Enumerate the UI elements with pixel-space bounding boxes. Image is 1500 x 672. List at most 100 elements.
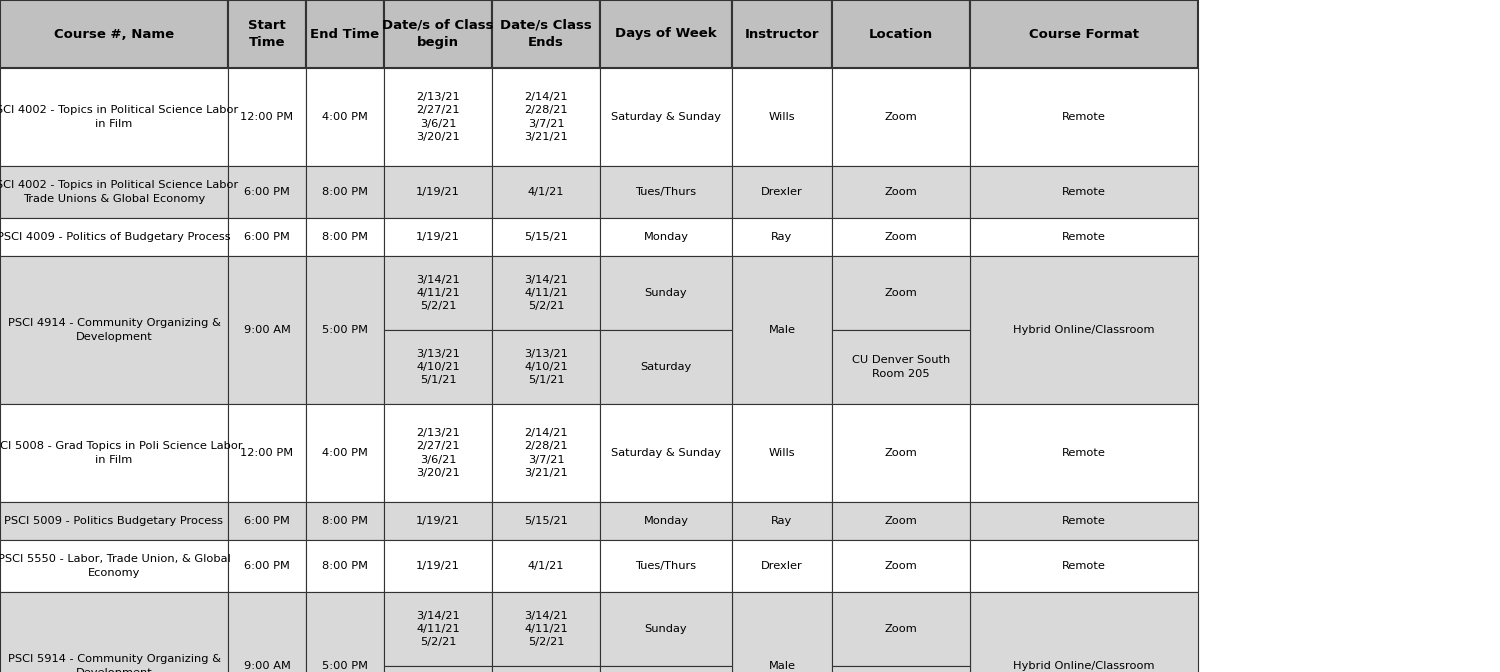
Text: 1/19/21: 1/19/21 <box>416 187 460 197</box>
Bar <box>970 218 1198 256</box>
Bar <box>970 68 1198 166</box>
Bar <box>0 592 228 672</box>
Text: Ray: Ray <box>771 232 792 242</box>
Text: 6:00 PM: 6:00 PM <box>244 187 290 197</box>
Bar <box>384 330 492 404</box>
Bar <box>306 256 384 404</box>
Bar <box>833 0 970 68</box>
Bar <box>833 404 970 502</box>
Text: Monday: Monday <box>644 232 688 242</box>
Text: 4/1/21: 4/1/21 <box>528 187 564 197</box>
Bar <box>600 540 732 592</box>
Bar <box>970 166 1198 218</box>
Bar <box>833 502 970 540</box>
Text: Male: Male <box>768 325 795 335</box>
Bar <box>228 166 306 218</box>
Bar <box>384 404 492 502</box>
Text: Location: Location <box>868 28 933 40</box>
Bar <box>600 68 732 166</box>
Bar <box>228 68 306 166</box>
Bar <box>833 540 970 592</box>
Bar <box>492 330 600 404</box>
Bar <box>732 592 833 672</box>
Bar <box>970 256 1198 404</box>
Bar <box>492 256 600 330</box>
Bar <box>0 256 228 404</box>
Bar <box>384 0 492 68</box>
Text: PSCI 5550 - Labor, Trade Union, & Global
Economy: PSCI 5550 - Labor, Trade Union, & Global… <box>0 554 231 578</box>
Text: 12:00 PM: 12:00 PM <box>240 448 294 458</box>
Bar <box>732 0 833 68</box>
Text: Start
Time: Start Time <box>248 19 286 49</box>
Text: Remote: Remote <box>1062 561 1106 571</box>
Text: 2/14/21
2/28/21
3/7/21
3/21/21: 2/14/21 2/28/21 3/7/21 3/21/21 <box>524 92 568 142</box>
Bar <box>0 0 228 68</box>
Bar <box>384 592 492 666</box>
Text: Remote: Remote <box>1062 187 1106 197</box>
Bar <box>600 330 732 404</box>
Bar <box>492 502 600 540</box>
Text: PSCI 4914 - Community Organizing &
Development: PSCI 4914 - Community Organizing & Devel… <box>8 319 220 341</box>
Bar <box>970 404 1198 502</box>
Text: 8:00 PM: 8:00 PM <box>322 561 368 571</box>
Bar <box>600 218 732 256</box>
Bar <box>833 330 970 404</box>
Bar <box>732 166 833 218</box>
Bar <box>0 218 228 256</box>
Text: 3/14/21
4/11/21
5/2/21: 3/14/21 4/11/21 5/2/21 <box>524 611 568 647</box>
Text: 8:00 PM: 8:00 PM <box>322 516 368 526</box>
Text: Date/s of Class
begin: Date/s of Class begin <box>382 19 494 49</box>
Text: PSCI 4009 - Politics of Budgetary Process: PSCI 4009 - Politics of Budgetary Proces… <box>0 232 231 242</box>
Bar <box>600 404 732 502</box>
Text: 5:00 PM: 5:00 PM <box>322 661 368 671</box>
Text: Saturday & Sunday: Saturday & Sunday <box>610 448 722 458</box>
Text: 3/14/21
4/11/21
5/2/21: 3/14/21 4/11/21 5/2/21 <box>416 611 460 647</box>
Text: PSCI 4002 - Topics in Political Science Labor
Trade Unions & Global Economy: PSCI 4002 - Topics in Political Science … <box>0 180 238 204</box>
Text: Wills: Wills <box>768 448 795 458</box>
Text: 1/19/21: 1/19/21 <box>416 516 460 526</box>
Bar <box>600 256 732 330</box>
Text: Hybrid Online/Classroom: Hybrid Online/Classroom <box>1014 325 1155 335</box>
Text: Sunday: Sunday <box>645 624 687 634</box>
Text: 5/15/21: 5/15/21 <box>524 516 568 526</box>
Bar <box>492 666 600 672</box>
Text: Remote: Remote <box>1062 448 1106 458</box>
Text: 5:00 PM: 5:00 PM <box>322 325 368 335</box>
Bar <box>384 666 492 672</box>
Text: End Time: End Time <box>310 28 380 40</box>
Bar <box>492 404 600 502</box>
Bar <box>228 404 306 502</box>
Bar <box>384 540 492 592</box>
Bar <box>600 166 732 218</box>
Bar <box>600 592 732 666</box>
Bar <box>306 68 384 166</box>
Text: Wills: Wills <box>768 112 795 122</box>
Text: Drexler: Drexler <box>760 561 802 571</box>
Text: 3/14/21
4/11/21
5/2/21: 3/14/21 4/11/21 5/2/21 <box>524 275 568 311</box>
Bar <box>492 218 600 256</box>
Text: PSCI 5009 - Politics Budgetary Process: PSCI 5009 - Politics Budgetary Process <box>4 516 224 526</box>
Bar <box>0 502 228 540</box>
Text: Zoom: Zoom <box>885 288 918 298</box>
Bar <box>306 0 384 68</box>
Text: Zoom: Zoom <box>885 624 918 634</box>
Bar <box>833 166 970 218</box>
Bar <box>833 256 970 330</box>
Text: 1/19/21: 1/19/21 <box>416 561 460 571</box>
Text: Zoom: Zoom <box>885 448 918 458</box>
Text: Saturday: Saturday <box>640 362 692 372</box>
Text: 5/15/21: 5/15/21 <box>524 232 568 242</box>
Bar <box>732 540 833 592</box>
Bar <box>600 0 732 68</box>
Text: 8:00 PM: 8:00 PM <box>322 232 368 242</box>
Bar <box>0 540 228 592</box>
Bar <box>228 0 306 68</box>
Bar <box>492 540 600 592</box>
Text: Tues/Thurs: Tues/Thurs <box>636 561 696 571</box>
Text: Male: Male <box>768 661 795 671</box>
Bar <box>970 592 1198 672</box>
Bar <box>306 166 384 218</box>
Text: 8:00 PM: 8:00 PM <box>322 187 368 197</box>
Text: Ray: Ray <box>771 516 792 526</box>
Bar <box>732 256 833 404</box>
